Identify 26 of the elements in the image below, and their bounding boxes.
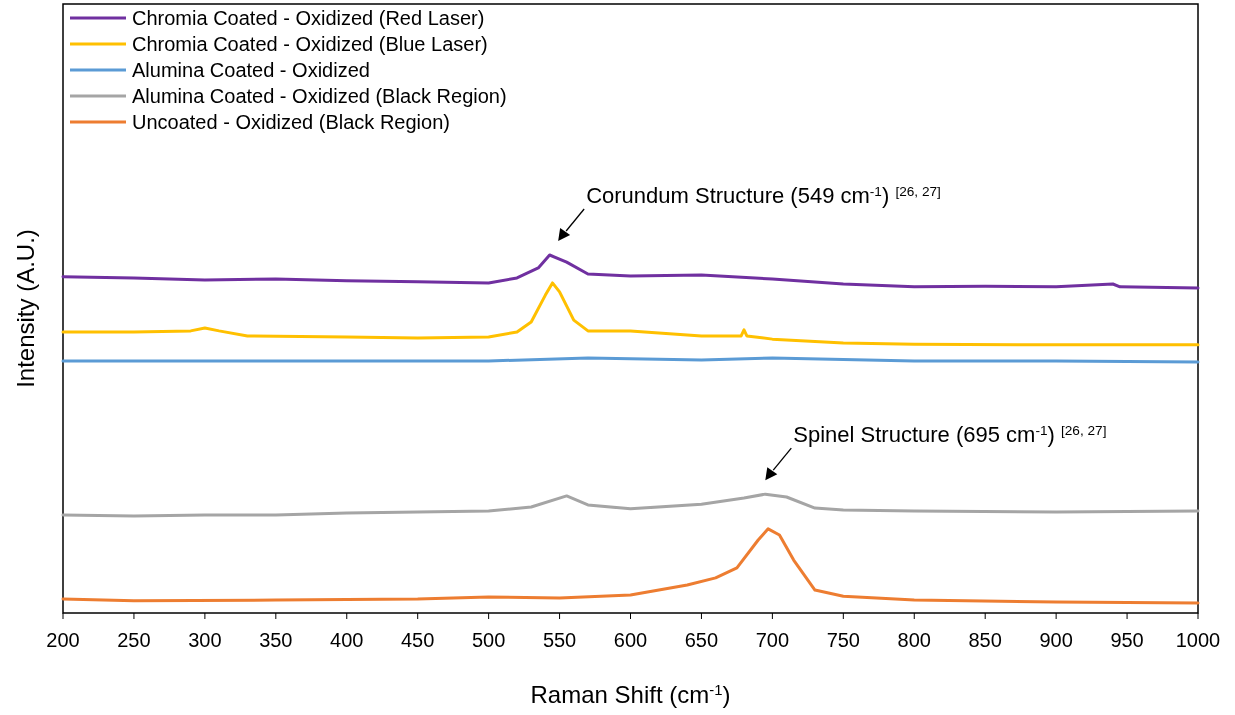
x-tick-label: 250	[117, 629, 151, 651]
legend-label: Chromia Coated - Oxidized (Red Laser)	[132, 7, 485, 29]
y-axis-title: Intensity (A.U.)	[12, 229, 39, 388]
x-tick-label: 500	[471, 629, 506, 651]
x-tick-label: 950	[1110, 629, 1144, 651]
x-axis-title: Raman Shift (cm$^{-1}$)	[530, 681, 731, 708]
x-tick-label: 1000	[1175, 629, 1221, 651]
x-tick-label: 200	[46, 629, 80, 651]
x-tick-label: 550	[542, 629, 577, 651]
x-tick-label: 400	[330, 629, 364, 651]
annotation: Corundum Structure (549 cm$^{-1}$) $^{[26, 27]}$	[586, 183, 941, 208]
x-tick-label: 750	[826, 629, 860, 651]
x-tick-label: 450	[401, 629, 435, 651]
legend-label: Uncoated - Oxidized (Black Region)	[132, 111, 450, 133]
legend-label: Alumina Coated - Oxidized (Black Region)	[132, 85, 507, 107]
x-tick-label: 600	[613, 629, 648, 651]
annotation: Spinel Structure (695 cm$^{-1}$) $^{[26, 27]}$	[793, 422, 1107, 448]
x-tick-label: 900	[1039, 629, 1073, 651]
x-tick-label: 850	[968, 629, 1002, 651]
legend-label: Chromia Coated - Oxidized (Blue Laser)	[132, 33, 488, 55]
x-tick-label: 350	[259, 629, 293, 651]
x-tick-label: 650	[684, 629, 719, 651]
x-tick-label: 300	[188, 629, 222, 651]
x-tick-label: 700	[755, 629, 790, 651]
x-tick-label: 800	[897, 629, 931, 651]
legend-label: Alumina Coated - Oxidized	[132, 59, 370, 81]
